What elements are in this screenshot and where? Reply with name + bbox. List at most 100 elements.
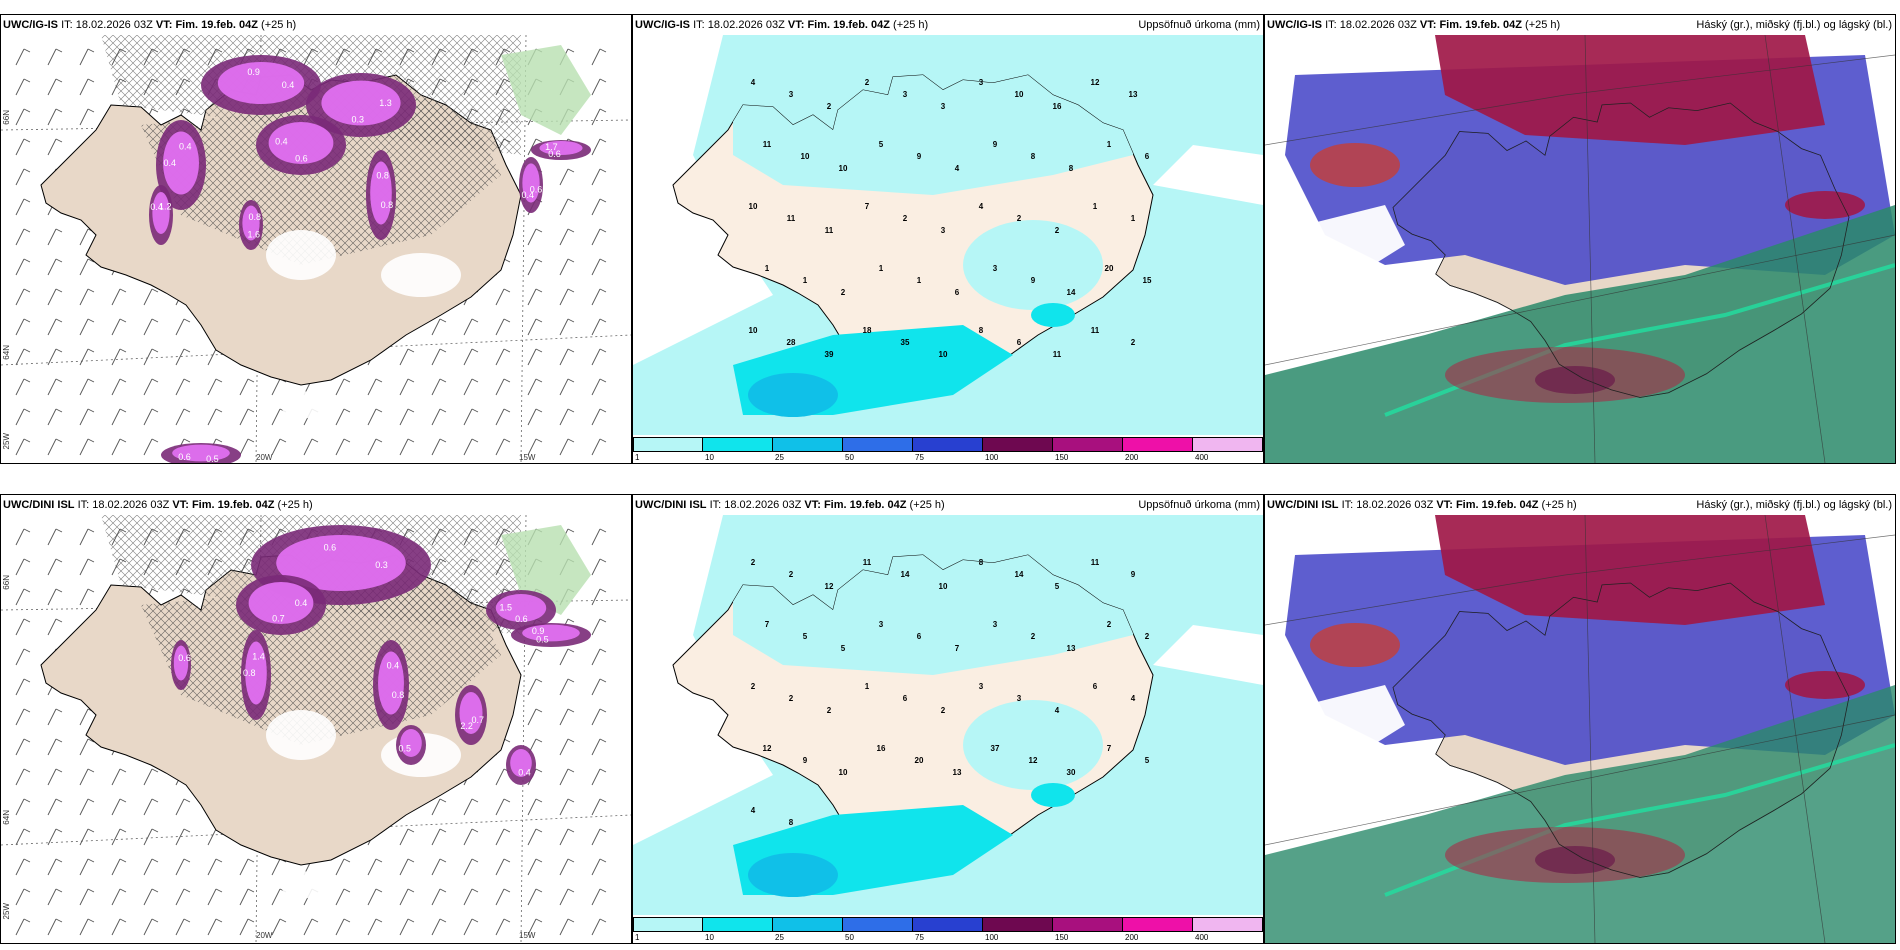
wind-barb [559,168,575,186]
snow-area-light [400,729,422,757]
wind-barb [559,708,575,726]
wind-barb [15,678,31,696]
wind-barb [15,828,31,846]
snow-value-label: 1.2 [159,202,172,212]
snow-value-label: 1.3 [379,98,392,108]
wind-barb [111,348,127,366]
precip-value-label: 2 [1017,214,1022,223]
wind-barb [15,408,31,426]
precip-value-label: 11 [1053,350,1062,359]
precip-value-label: 6 [1017,338,1022,347]
precip-value-label: 10 [839,768,848,777]
wind-barb [15,108,31,126]
colorbar-tick-label: 75 [915,453,924,462]
precip-area-mid [1031,783,1075,807]
wind-barb [367,438,383,456]
wind-barb [559,198,575,216]
snow-value-label: 1.5 [500,603,513,613]
snow-value-label: 0.3 [375,560,388,570]
wind-barb [143,408,159,426]
snow-area-light [163,131,199,195]
wind-barb [79,828,95,846]
precip-value-label: 10 [1015,90,1024,99]
wind-barb [79,738,95,756]
wind-barb [591,318,607,336]
wind-barb [335,888,351,906]
wind-barb [111,918,127,936]
model-name: UWC/DINI ISL [3,499,75,511]
wind-barb [399,858,415,876]
valid-time: Fim. 19.feb. 04Z [823,499,907,511]
precip-value-label: 1 [765,264,770,273]
wind-barb [591,648,607,666]
precip-value-label: 5 [803,632,808,641]
wind-barb [15,198,31,216]
wind-barb [527,888,543,906]
precip-value-label: 2 [1107,620,1112,629]
wind-barb [47,318,63,336]
wind-barb [303,918,319,936]
wind-barb [335,858,351,876]
wind-barb [47,858,63,876]
wind-barb [79,108,95,126]
wind-barb [143,318,159,336]
snow-value-label: 0.6 [530,185,543,195]
wind-barb [143,288,159,306]
precip-value-label: 5 [1055,582,1060,591]
high-cloud-area [1435,35,1825,145]
wind-barb [335,438,351,456]
precip-value-label: 2 [865,78,870,87]
snow-value-label: 0.4 [295,598,308,608]
wind-barb [591,918,607,936]
wind-barb [559,318,575,336]
precip-value-label: 35 [901,338,910,347]
wind-barb [79,558,95,576]
precip-map: 4322333101612131110105949881610111172342… [633,35,1263,435]
wind-barb [399,438,415,456]
colorbar-tick-label: 50 [845,933,854,942]
wind-barb [591,558,607,576]
snow-value-label: 0.7 [272,613,285,623]
wind-barb [367,378,383,396]
precip-value-label: 4 [979,202,984,211]
wind-barb [527,288,543,306]
snow-value-label: 0.4 [282,80,295,90]
wind-barb [47,288,63,306]
snow-value-label: 0.8 [381,200,394,210]
precip-value-label: 28 [787,338,796,347]
precip-value-label: 8 [1069,164,1074,173]
wind-barb [399,378,415,396]
snow-value-label: 0.4 [518,768,531,778]
precip-value-label: 2 [827,102,832,111]
lon-label-15w: 15W [519,931,536,940]
precip-value-label: 1 [803,276,808,285]
precip-value-label: 11 [763,140,772,149]
vt-label: VT: [787,19,805,31]
glacier-patch [266,710,336,760]
wind-barb [591,348,607,366]
wind-barb [15,888,31,906]
wind-barb [527,648,543,666]
lat-label-25w: 25W [2,433,11,450]
valid-time: Fim. 19.feb. 04Z [807,19,890,31]
colorbar-segment [983,917,1053,932]
precip-value-label: 3 [993,264,998,273]
precip-value-label: 13 [1067,644,1076,653]
wind-barb [143,348,159,366]
wind-barb [527,678,543,696]
wind-barb [591,438,607,456]
precip-value-label: 20 [1105,264,1114,273]
snow-wind-map: 0.3 0.7 1.5 1.4 0.8 2.2 0.9 0.6 0.4 0.5 0.6 0.4 0.6 0… [1,515,631,943]
snow-value-label: 0.8 [243,668,256,678]
panel-header: UWC/IG-IS IT: 18.02.2026 03Z VT: Fim. 19… [633,15,1263,35]
precip-value-label: 30 [1067,768,1076,777]
precip-value-label: 10 [801,152,810,161]
colorbar-segment [1053,917,1123,932]
precip-title: Uppsöfnuð úrkoma (mm) [1138,499,1260,511]
precip-value-label: 5 [1145,756,1150,765]
wind-barb [559,768,575,786]
wind-barb [431,378,447,396]
wind-barb [15,438,31,456]
snow-value-label: 0.6 [515,614,528,624]
wind-barb [495,798,511,816]
